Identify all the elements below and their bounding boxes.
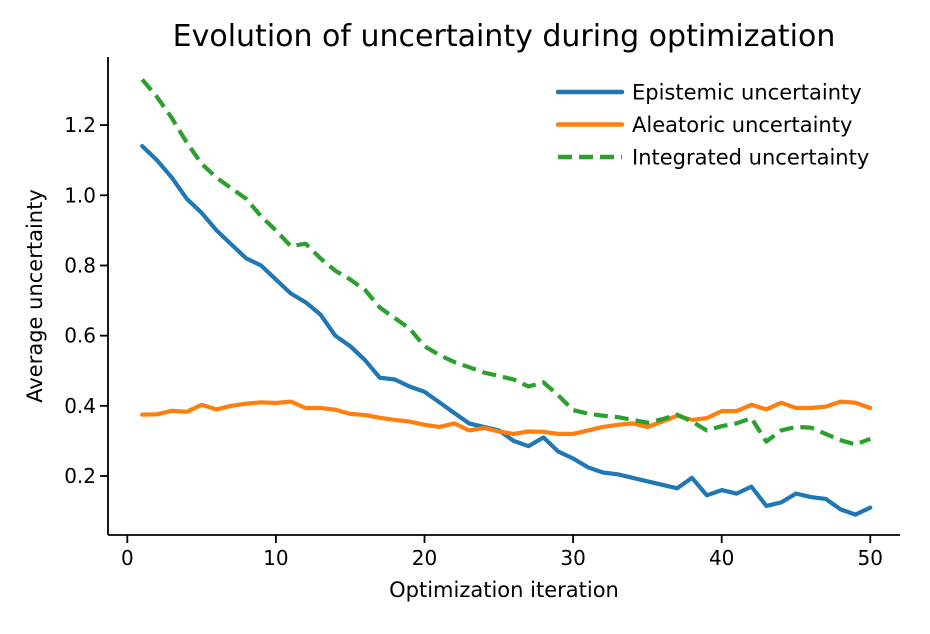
y-axis-label: Average uncertainty bbox=[23, 189, 47, 403]
y-axis-tick-label: 0.2 bbox=[64, 464, 96, 488]
chart-title: Evolution of uncertainty during optimiza… bbox=[173, 19, 836, 54]
x-axis-tick-label: 10 bbox=[263, 546, 288, 570]
x-axis-tick-label: 20 bbox=[412, 546, 437, 570]
y-axis-tick-label: 0.4 bbox=[64, 394, 96, 418]
series-line-epistemic-uncertainty bbox=[140, 144, 873, 517]
legend-label-aleatoric-uncertainty: Aleatoric uncertainty bbox=[632, 113, 852, 137]
x-axis-tick-label: 50 bbox=[858, 546, 883, 570]
series-line-aleatoric-uncertainty bbox=[140, 399, 873, 436]
y-axis-tick-label: 0.6 bbox=[64, 324, 96, 348]
x-axis-label: Optimization iteration bbox=[389, 578, 619, 602]
y-axis-tick-label: 1.2 bbox=[64, 113, 96, 137]
y-axis-tick-label: 0.8 bbox=[64, 253, 96, 277]
legend-label-epistemic-uncertainty: Epistemic uncertainty bbox=[632, 81, 862, 105]
x-axis-tick-label: 40 bbox=[709, 546, 734, 570]
x-axis-tick-label: 30 bbox=[560, 546, 585, 570]
series-line-integrated-uncertainty bbox=[140, 78, 872, 447]
legend-label-integrated-uncertainty: Integrated uncertainty bbox=[632, 146, 869, 170]
x-axis-tick-label: 0 bbox=[121, 546, 134, 570]
y-axis-tick-label: 1.0 bbox=[64, 183, 96, 207]
